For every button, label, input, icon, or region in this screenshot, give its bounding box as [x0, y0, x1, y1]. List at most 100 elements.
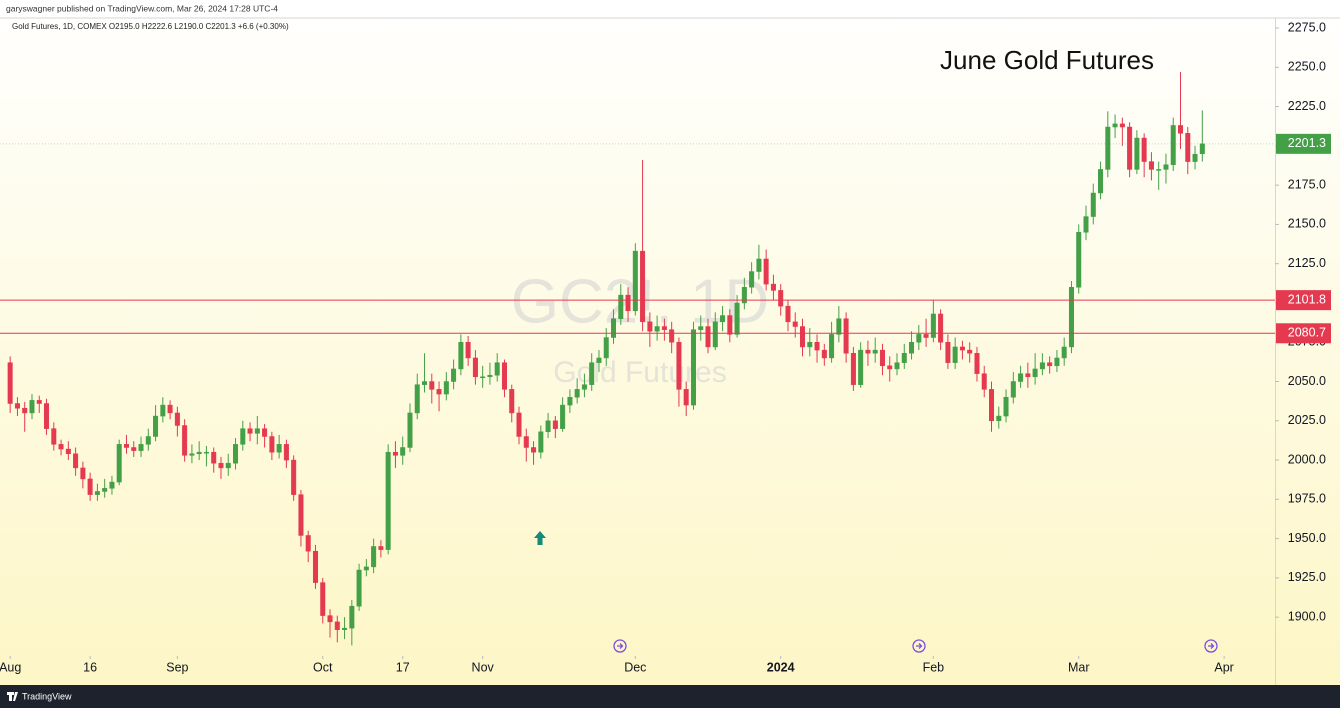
event-icon-arrow	[617, 643, 624, 649]
candle-body	[1068, 287, 1074, 348]
candle-body	[334, 621, 340, 630]
candle-body	[312, 550, 318, 583]
candle-body	[1098, 169, 1104, 194]
candle-body	[138, 444, 144, 451]
y-tick-label: 1925.0	[1288, 570, 1326, 584]
candle-body	[203, 451, 209, 454]
candle-body	[981, 373, 987, 390]
last-price-label: 2201.3	[1288, 136, 1326, 150]
candle-body	[400, 447, 406, 456]
level-label-box	[1276, 323, 1331, 344]
candle-body	[7, 362, 13, 404]
candle-body	[545, 420, 551, 433]
candle-body	[240, 428, 246, 445]
event-icons	[613, 639, 1218, 653]
candle-body	[909, 341, 915, 354]
candle-body	[22, 407, 28, 414]
candle-body	[429, 381, 435, 390]
y-tick-label: 2125.0	[1288, 256, 1326, 270]
candle-body	[1170, 125, 1176, 165]
candle-body	[1032, 368, 1038, 378]
candle-body	[989, 389, 995, 422]
candle-body	[967, 349, 973, 354]
candle-body	[443, 381, 449, 395]
candle-body	[741, 287, 747, 304]
candle-body	[938, 313, 944, 343]
candle-body	[770, 283, 776, 291]
candle-body	[640, 250, 646, 323]
candle-body	[65, 448, 71, 455]
level-label: 2101.8	[1288, 292, 1326, 306]
y-tick-label: 2050.0	[1288, 374, 1326, 388]
candle-body	[1054, 357, 1060, 367]
x-tick-label: Aug	[0, 660, 21, 674]
candle-body	[618, 294, 624, 319]
plot	[7, 72, 1205, 646]
candle-body	[749, 271, 755, 288]
candle-body	[552, 420, 558, 429]
candle-body	[916, 334, 922, 343]
candle-body	[887, 365, 893, 370]
candle-body	[690, 329, 696, 406]
x-tick-label: Feb	[923, 660, 945, 674]
candle-body	[465, 341, 471, 359]
candle-body	[894, 362, 900, 370]
candle-body	[247, 428, 253, 434]
candle-body	[625, 294, 631, 312]
candle-body	[516, 412, 522, 437]
candle-body	[814, 341, 820, 351]
candle-body	[538, 431, 544, 453]
candle-body	[14, 403, 20, 409]
candle-body	[596, 357, 602, 363]
candle-body	[305, 535, 311, 552]
candle-body	[901, 352, 907, 363]
candle-body	[1090, 192, 1096, 217]
candle-body	[1148, 161, 1154, 170]
last-price-box	[1276, 133, 1331, 154]
candle-body	[1076, 232, 1082, 288]
y-tick-label: 2275.0	[1288, 20, 1326, 34]
event-icon-arrow	[1208, 643, 1215, 649]
candle-body	[458, 341, 464, 370]
candle-body	[392, 451, 398, 456]
candle-body	[1112, 123, 1118, 128]
event-icon-arrow	[916, 643, 923, 649]
candle-body	[1047, 362, 1053, 367]
x-tick-label: Mar	[1068, 660, 1090, 674]
candle-body	[560, 404, 566, 429]
candle-body	[603, 337, 609, 359]
candle-body	[51, 428, 57, 445]
candle-body	[422, 381, 428, 385]
candle-body	[959, 346, 965, 351]
candle-body	[356, 569, 362, 607]
candle-body	[1083, 216, 1089, 233]
y-tick-label: 2250.0	[1288, 60, 1326, 74]
candle-body	[763, 258, 769, 285]
candle-body	[131, 447, 137, 451]
candle-body	[858, 349, 864, 385]
candle-body	[145, 436, 151, 445]
candle-body	[843, 318, 849, 354]
candle-body	[974, 352, 980, 374]
candle-body	[472, 357, 478, 378]
candle-body	[879, 349, 885, 367]
candle-body	[1156, 169, 1162, 171]
level-label: 2080.7	[1288, 326, 1326, 340]
candle-body	[225, 462, 231, 469]
candle-body	[996, 415, 1002, 422]
candle-body	[654, 326, 660, 332]
candle-body	[698, 326, 704, 330]
signal-arrow	[534, 531, 546, 545]
candle-body	[44, 403, 50, 429]
candle-body	[349, 605, 355, 629]
candle-body	[167, 404, 173, 414]
candle-body	[952, 346, 958, 363]
candle-body	[1127, 126, 1133, 170]
candle-body	[712, 321, 718, 348]
candle-body	[160, 404, 166, 417]
y-tick-label: 2000.0	[1288, 452, 1326, 466]
candle-body	[80, 467, 86, 480]
x-tick-label: Nov	[472, 660, 495, 674]
candle-body	[1185, 133, 1191, 162]
